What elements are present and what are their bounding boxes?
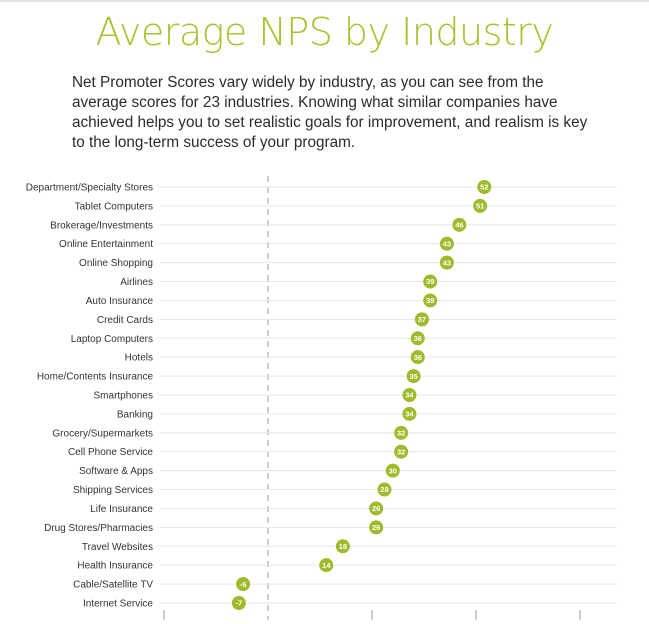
data-label: 46 bbox=[455, 221, 463, 230]
data-label: 37 bbox=[418, 315, 426, 324]
category-label: Credit Cards bbox=[97, 315, 153, 326]
data-label: 36 bbox=[414, 353, 422, 362]
data-label: -7 bbox=[236, 599, 243, 608]
data-point bbox=[477, 180, 492, 194]
data-label: 14 bbox=[322, 561, 331, 570]
data-point bbox=[410, 350, 425, 365]
data-label: 36 bbox=[414, 334, 422, 343]
data-label: 39 bbox=[426, 296, 434, 305]
data-label: 28 bbox=[380, 485, 388, 494]
category-label: Software & Apps bbox=[79, 466, 153, 477]
data-label: 34 bbox=[405, 391, 414, 400]
data-label: 32 bbox=[397, 447, 405, 456]
data-point bbox=[402, 406, 417, 421]
category-label: Brokerage/Investments bbox=[50, 220, 153, 231]
data-label: -6 bbox=[240, 580, 247, 589]
top-border bbox=[0, 0, 649, 2]
data-point bbox=[414, 312, 429, 327]
page-title: Average NPS by Industry bbox=[95, 10, 554, 54]
data-point bbox=[369, 501, 384, 516]
category-label: Tablet Computers bbox=[75, 201, 153, 212]
data-label: 30 bbox=[389, 466, 397, 475]
data-point bbox=[406, 369, 421, 384]
category-label: Health Insurance bbox=[77, 561, 153, 572]
category-label: Travel Websites bbox=[82, 542, 153, 553]
data-point bbox=[394, 425, 409, 440]
data-label: 39 bbox=[426, 277, 434, 286]
category-label: Hotels bbox=[125, 353, 153, 364]
data-label: 26 bbox=[372, 523, 380, 532]
category-label: Online Entertainment bbox=[59, 239, 153, 250]
data-point bbox=[410, 331, 425, 346]
data-label: 18 bbox=[339, 542, 347, 551]
category-label: Internet Service bbox=[83, 599, 153, 610]
data-point bbox=[452, 217, 467, 232]
category-label: Home/Contents Insurance bbox=[37, 372, 154, 383]
data-point bbox=[319, 558, 334, 573]
category-label: Laptop Computers bbox=[71, 334, 153, 345]
category-label: Drug Stores/Pharmacies bbox=[44, 523, 153, 534]
data-point bbox=[423, 293, 438, 308]
category-label: Online Shopping bbox=[79, 258, 153, 269]
data-point bbox=[394, 444, 409, 459]
data-point bbox=[335, 539, 350, 554]
data-point bbox=[402, 388, 417, 402]
data-point bbox=[236, 577, 251, 592]
data-label: 43 bbox=[443, 239, 451, 248]
data-point bbox=[439, 236, 454, 251]
data-point bbox=[377, 482, 392, 497]
data-label: 51 bbox=[476, 202, 484, 211]
data-point bbox=[423, 274, 438, 289]
data-label: 52 bbox=[480, 183, 488, 192]
data-label: 32 bbox=[397, 429, 405, 438]
category-label: Grocery/Supermarkets bbox=[52, 428, 153, 439]
category-label: Life Insurance bbox=[90, 504, 153, 515]
data-point bbox=[385, 463, 400, 478]
category-label: Smartphones bbox=[94, 391, 153, 402]
category-label: Cell Phone Service bbox=[68, 447, 153, 458]
data-label: 34 bbox=[405, 410, 414, 419]
category-label: Auto Insurance bbox=[86, 296, 154, 307]
category-label: Airlines bbox=[120, 277, 153, 288]
data-label: 43 bbox=[443, 258, 451, 267]
category-label: Cable/Satellite TV bbox=[73, 580, 153, 591]
intro-paragraph: Net Promoter Scores vary widely by indus… bbox=[72, 74, 588, 151]
data-point bbox=[473, 198, 488, 213]
data-label: 26 bbox=[372, 504, 380, 513]
data-label: 35 bbox=[409, 372, 417, 381]
data-point bbox=[231, 596, 246, 610]
category-label: Shipping Services bbox=[73, 485, 153, 496]
data-point bbox=[439, 255, 454, 270]
data-point bbox=[369, 520, 384, 535]
category-label: Banking bbox=[117, 409, 153, 420]
category-label: Department/Specialty Stores bbox=[26, 183, 153, 194]
